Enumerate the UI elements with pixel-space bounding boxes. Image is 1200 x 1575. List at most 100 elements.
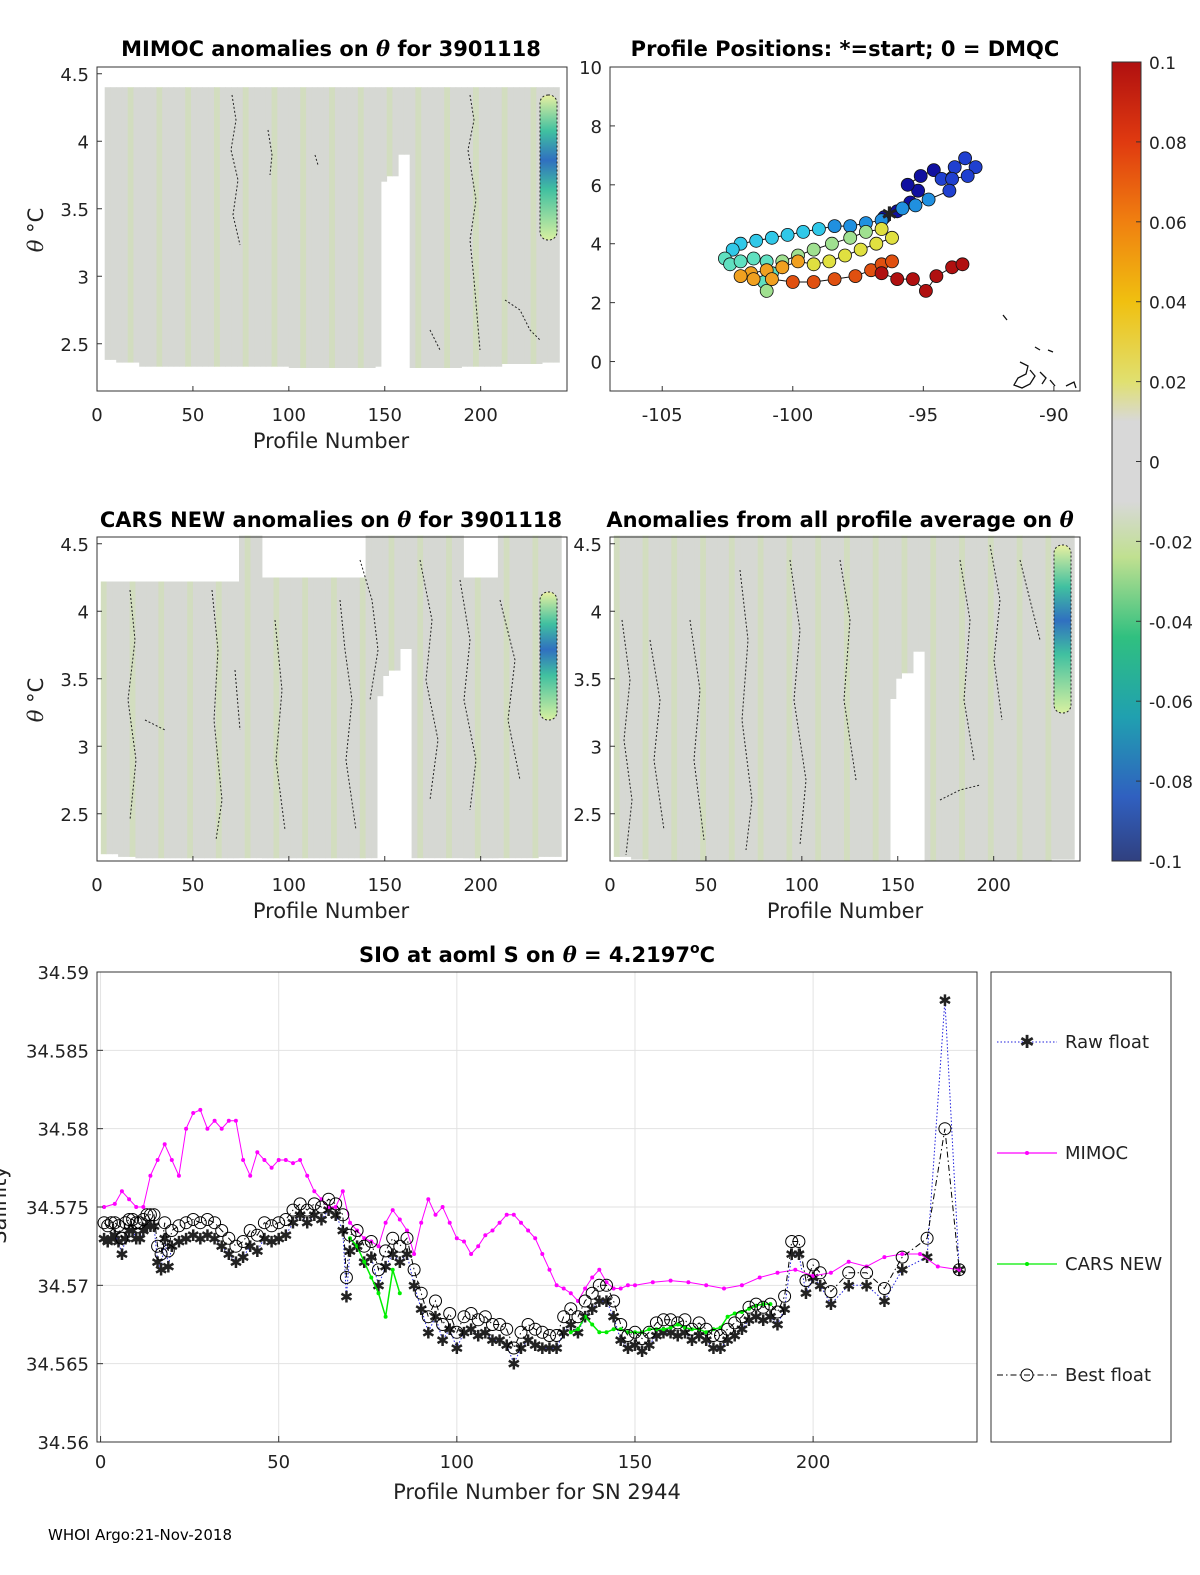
data-point: ✱	[685, 1331, 698, 1350]
data-point	[269, 1165, 274, 1170]
anomaly-cell	[158, 581, 165, 859]
anomaly-cell	[665, 535, 672, 861]
data-point	[111, 1219, 125, 1233]
profile-position	[911, 183, 925, 198]
anomaly-cell	[884, 535, 891, 861]
legend-box	[990, 971, 1172, 1443]
x-tick-label: 100	[272, 875, 306, 896]
anomaly-cell	[421, 87, 428, 368]
anomaly-cell	[214, 87, 221, 367]
anomaly-cell	[267, 577, 274, 859]
salinity-title: SIO at aoml S on θ = 4.2197oC	[359, 941, 715, 967]
anomaly-cell	[398, 87, 405, 155]
x-tick-label: 50	[181, 405, 204, 426]
x-tick-label: -100	[772, 405, 813, 426]
data-point	[212, 1118, 217, 1123]
data-point: ✱	[443, 1320, 456, 1339]
profile-position	[838, 248, 852, 263]
data-point	[739, 1283, 744, 1288]
anomaly-cell	[146, 581, 154, 859]
data-point	[407, 1263, 421, 1277]
anomaly-cell	[427, 87, 434, 368]
anomaly-cell	[411, 535, 418, 859]
anomaly-cell	[976, 535, 983, 861]
anomaly-cell	[215, 581, 223, 859]
anomaly-cell	[219, 87, 226, 367]
data-point: ✱	[215, 1237, 228, 1256]
anomaly-cell	[631, 535, 638, 860]
mimoc-feature	[539, 94, 558, 241]
anomaly-cell	[192, 581, 200, 859]
data-point	[920, 1231, 934, 1245]
data-point	[179, 1216, 193, 1230]
profile-position	[812, 222, 826, 236]
anomaly-cell	[273, 577, 280, 859]
anomaly-cell	[746, 535, 753, 861]
anomaly-cell	[162, 87, 169, 367]
data-point	[568, 1291, 573, 1296]
anomaly-cell	[285, 577, 292, 859]
profile-position	[827, 219, 842, 234]
data-point	[749, 1297, 763, 1311]
anomaly-cell	[455, 87, 462, 368]
profile-position	[945, 171, 959, 186]
profile-position	[775, 260, 790, 275]
data-point	[860, 1266, 874, 1280]
data-point: ✱	[379, 1258, 392, 1277]
y-tick-label: 34.59	[37, 963, 89, 984]
mimoc-ylabel: θ °C	[24, 208, 48, 253]
anomaly-cell	[530, 87, 537, 364]
anomaly-cell	[890, 535, 897, 699]
anomaly-cell	[187, 581, 194, 859]
data-point	[547, 1267, 552, 1272]
data-point	[476, 1244, 481, 1249]
data-point: ✱	[493, 1331, 506, 1350]
anomaly-cell	[317, 87, 324, 368]
profile-position	[791, 254, 805, 269]
data-point	[647, 1327, 652, 1332]
data-point	[828, 1270, 833, 1275]
data-point	[364, 1235, 378, 1248]
data-point	[842, 1266, 856, 1280]
data-point	[511, 1212, 516, 1217]
anomaly-cell	[133, 87, 140, 363]
anomaly-cell	[474, 577, 482, 859]
profile-position	[885, 254, 899, 269]
anomaly-cell	[225, 87, 232, 367]
data-point	[775, 1270, 780, 1275]
data-point: ✱	[650, 1327, 663, 1346]
data-point: ✱	[126, 1222, 139, 1241]
data-point: ✱	[115, 1245, 128, 1264]
anomaly-cell	[394, 535, 401, 671]
data-point: ✱	[557, 1323, 570, 1342]
data-point	[813, 1266, 827, 1280]
data-point	[412, 1252, 417, 1256]
data-point: ✱	[293, 1206, 306, 1225]
anomaly-cell	[930, 535, 937, 861]
data-point	[198, 1107, 203, 1112]
mimoc-axes-box	[96, 66, 568, 392]
data-point	[521, 1318, 535, 1331]
data-point: ✱	[243, 1237, 256, 1256]
profile-position	[733, 269, 748, 284]
data-point	[115, 1231, 129, 1245]
anomaly-cell	[290, 577, 297, 859]
anomaly-cell	[428, 535, 436, 859]
data-point	[614, 1318, 628, 1331]
profile-position	[822, 254, 837, 269]
data-point: ✱	[393, 1253, 406, 1272]
data-point: ✱	[860, 1276, 873, 1295]
anomaly-cell	[490, 87, 497, 367]
data-point	[233, 1118, 238, 1123]
y-tick-label: 3.5	[60, 200, 89, 221]
data-point	[568, 1330, 573, 1335]
data-point: ✱	[614, 1331, 627, 1350]
data-point: ✱	[386, 1245, 399, 1264]
anomaly-cell	[168, 87, 175, 367]
data-point	[272, 1216, 286, 1230]
profile-position	[843, 230, 858, 245]
data-point	[642, 1325, 656, 1339]
data-point: ✱	[414, 1300, 427, 1319]
data-point	[176, 1173, 181, 1178]
data-point: ✱	[251, 1242, 264, 1261]
